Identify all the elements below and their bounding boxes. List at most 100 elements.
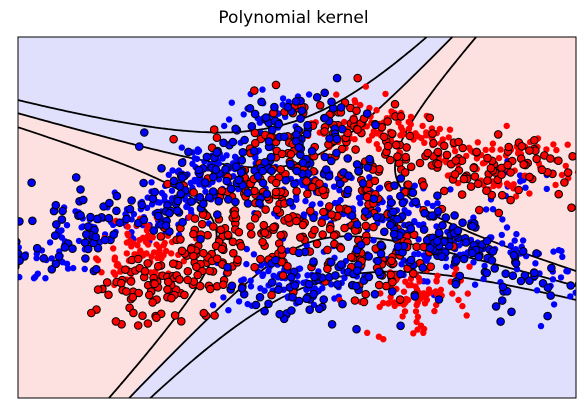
- region-cell: [546, 41, 551, 46]
- region-cell: [38, 137, 43, 142]
- region-cell: [558, 73, 563, 78]
- region-cell: [90, 89, 95, 94]
- region-cell: [478, 45, 483, 50]
- region-cell: [114, 41, 119, 46]
- region-cell: [102, 173, 107, 178]
- region-cell: [70, 117, 75, 122]
- region-cell: [522, 77, 527, 82]
- region-cell: [202, 57, 207, 62]
- region-cell: [526, 61, 531, 66]
- region-cell: [118, 177, 123, 182]
- region-cell: [390, 173, 395, 178]
- region-cell: [122, 77, 127, 82]
- region-cell: [490, 117, 495, 122]
- region-cell: [246, 41, 251, 46]
- region-cell: [494, 97, 499, 102]
- region-cell: [146, 141, 151, 146]
- region-cell: [530, 169, 535, 174]
- region-cell: [562, 37, 567, 42]
- region-cell: [430, 109, 435, 114]
- region-cell: [442, 85, 447, 90]
- region-cell: [446, 49, 451, 54]
- region-cell: [222, 161, 227, 166]
- region-cell: [538, 93, 543, 98]
- region-cell: [94, 49, 99, 54]
- region-cell: [562, 69, 567, 74]
- region-cell: [62, 165, 67, 170]
- region-cell: [494, 145, 499, 150]
- region-cell: [506, 109, 511, 114]
- region-cell: [142, 77, 147, 82]
- region-cell: [418, 97, 423, 102]
- region-cell: [478, 85, 483, 90]
- region-cell: [298, 73, 303, 78]
- region-cell: [26, 97, 31, 102]
- region-cell: [198, 101, 203, 106]
- region-cell: [386, 173, 391, 178]
- region-cell: [554, 125, 559, 130]
- region-cell: [182, 121, 187, 126]
- region-cell: [470, 97, 475, 102]
- region-cell: [566, 121, 571, 126]
- region-cell: [510, 89, 515, 94]
- region-cell: [110, 49, 115, 54]
- region-cell: [218, 121, 223, 126]
- region-cell: [198, 117, 203, 122]
- region-cell: [570, 137, 575, 142]
- region-cell: [530, 85, 535, 90]
- region-cell: [198, 153, 203, 158]
- region-cell: [426, 41, 431, 46]
- region-cell: [366, 89, 371, 94]
- region-cell: [530, 133, 535, 138]
- region-cell: [530, 97, 535, 102]
- region-cell: [54, 85, 59, 90]
- region-cell: [378, 45, 383, 50]
- region-cell: [82, 89, 87, 94]
- region-cell: [22, 117, 27, 122]
- region-cell: [526, 97, 531, 102]
- region-cell: [482, 133, 487, 138]
- region-cell: [494, 153, 499, 158]
- region-cell: [94, 105, 99, 110]
- region-cell: [510, 41, 515, 46]
- region-cell: [134, 97, 139, 102]
- region-cell: [174, 141, 179, 146]
- region-cell: [314, 49, 319, 54]
- region-cell: [166, 161, 171, 166]
- region-cell: [530, 153, 535, 158]
- region-cell: [278, 85, 283, 90]
- region-cell: [134, 117, 139, 122]
- region-cell: [82, 85, 87, 90]
- region-cell: [434, 145, 439, 150]
- region-cell: [442, 133, 447, 138]
- region-cell: [570, 101, 575, 106]
- region-cell: [418, 153, 423, 158]
- region-cell: [242, 89, 247, 94]
- region-cell: [474, 161, 479, 166]
- region-cell: [442, 81, 447, 86]
- region-cell: [414, 81, 419, 86]
- region-cell: [82, 169, 87, 174]
- region-cell: [78, 133, 83, 138]
- region-cell: [334, 45, 339, 50]
- region-cell: [206, 109, 211, 114]
- region-cell: [574, 137, 576, 142]
- region-cell: [98, 157, 103, 162]
- region-cell: [502, 45, 507, 50]
- region-cell: [86, 97, 91, 102]
- region-cell: [190, 53, 195, 58]
- region-cell: [94, 109, 99, 114]
- region-cell: [146, 93, 151, 98]
- region-cell: [306, 69, 311, 74]
- region-cell: [214, 141, 219, 146]
- region-cell: [494, 117, 499, 122]
- region-cell: [562, 53, 567, 58]
- region-cell: [110, 85, 115, 90]
- region-cell: [138, 37, 143, 42]
- region-cell: [422, 145, 427, 150]
- region-cell: [522, 129, 527, 134]
- region-cell: [242, 69, 247, 74]
- region-cell: [514, 37, 519, 42]
- region-cell: [202, 137, 207, 142]
- region-cell: [82, 37, 87, 42]
